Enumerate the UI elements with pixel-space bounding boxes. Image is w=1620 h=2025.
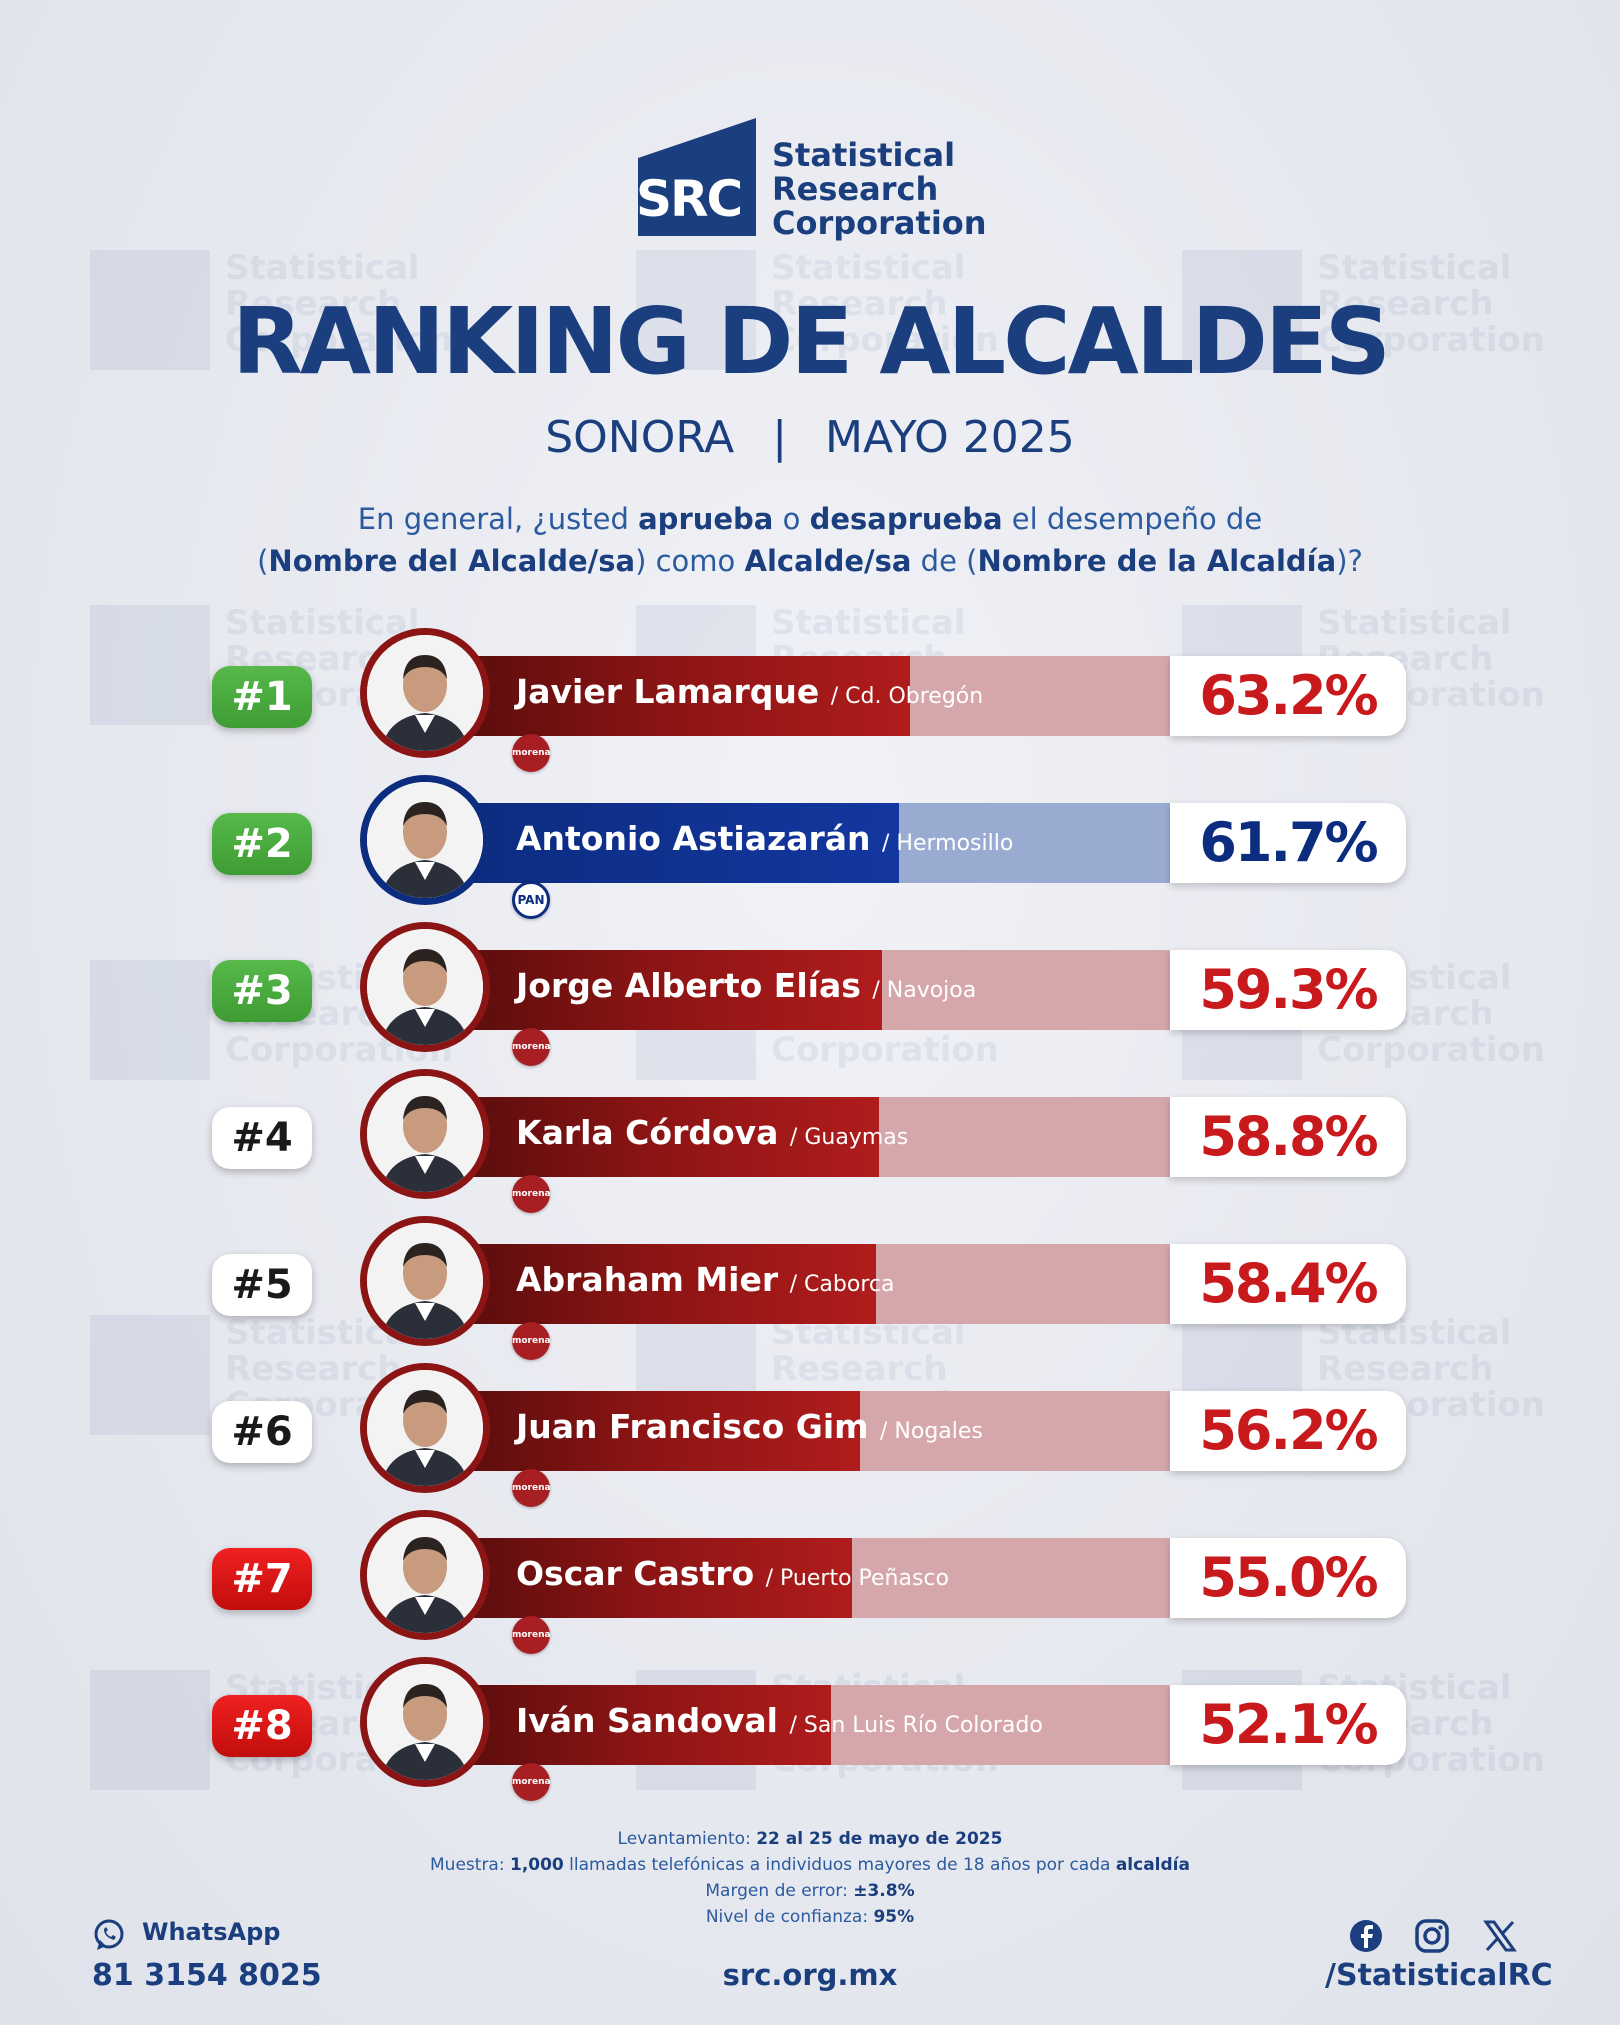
- morena-party-logo: morena: [512, 1469, 551, 1507]
- candidate-photo: [360, 628, 490, 758]
- bar-remainder: [910, 656, 1172, 736]
- subtitle-state: SONORA: [545, 412, 735, 463]
- candidate-name: Karla Córdova / Guaymas: [516, 1113, 909, 1152]
- bar-remainder: [882, 950, 1172, 1030]
- rank-badge: #5: [212, 1254, 312, 1316]
- facebook-icon[interactable]: [1348, 1918, 1384, 1954]
- bar-remainder: [899, 803, 1172, 883]
- bar-fill: [460, 1097, 879, 1177]
- rank-badge: #2: [212, 813, 312, 875]
- bar-fill: [460, 950, 882, 1030]
- candidate-name: Oscar Castro / Puerto Peñasco: [516, 1554, 949, 1593]
- value-label: 61.7%: [1170, 803, 1406, 883]
- value-label: 63.2%: [1170, 656, 1406, 736]
- bar-remainder: [860, 1391, 1172, 1471]
- candidate-photo: [360, 1069, 490, 1199]
- bar-fill: [460, 1391, 860, 1471]
- bar-track: [460, 1391, 1172, 1471]
- bar-fill: [460, 1244, 876, 1324]
- value-label: 58.8%: [1170, 1097, 1406, 1177]
- candidate-photo: [360, 1216, 490, 1346]
- candidate-name: Juan Francisco Gim / Nogales: [516, 1407, 983, 1446]
- chart-row: #8 52.1% Iván Sandoval / San Luis Río Colo…: [0, 1657, 1620, 1801]
- bar-fill: [460, 1685, 831, 1765]
- candidate-city: / Caborca: [789, 1272, 895, 1297]
- rank-badge: #6: [212, 1401, 312, 1463]
- rank-badge: #1: [212, 666, 312, 728]
- whatsapp-label: WhatsApp: [142, 1918, 281, 1946]
- bar-fill: [460, 656, 910, 736]
- bar-track: [460, 1097, 1172, 1177]
- logo-letters: SRC: [638, 170, 741, 228]
- rank-badge: #7: [212, 1548, 312, 1610]
- chart-row: #7 55.0% Oscar Castro / Puerto Peñasco more…: [0, 1510, 1620, 1654]
- bar-remainder: [831, 1685, 1172, 1765]
- candidate-city: / Guaymas: [789, 1125, 909, 1150]
- x-icon[interactable]: [1482, 1918, 1518, 1954]
- candidate-city: / Nogales: [880, 1419, 983, 1444]
- candidate-name: Javier Lamarque / Cd. Obregón: [516, 672, 984, 711]
- morena-party-logo: morena: [512, 1616, 551, 1654]
- bar-fill: [460, 803, 899, 883]
- pan-party-logo: PAN: [512, 881, 550, 919]
- morena-party-logo: morena: [512, 1028, 551, 1066]
- instagram-icon[interactable]: [1414, 1918, 1450, 1954]
- candidate-name: Jorge Alberto Elías / Navojoa: [516, 966, 977, 1005]
- bar-remainder: [852, 1538, 1172, 1618]
- morena-party-logo: morena: [512, 1763, 551, 1801]
- value-label: 52.1%: [1170, 1685, 1406, 1765]
- candidate-city: / Cd. Obregón: [830, 684, 984, 709]
- bar-track: [460, 950, 1172, 1030]
- candidate-photo: [360, 1363, 490, 1493]
- morena-party-logo: morena: [512, 734, 551, 772]
- candidate-city: / San Luis Río Colorado: [789, 1713, 1043, 1738]
- rank-badge: #3: [212, 960, 312, 1022]
- logo-name: Statistical Research Corporation: [772, 136, 987, 242]
- bar-track: [460, 1244, 1172, 1324]
- chart-row: #5 58.4% Abraham Mier / Caborca morena: [0, 1216, 1620, 1360]
- rank-badge: #4: [212, 1107, 312, 1169]
- bar-track: [460, 656, 1172, 736]
- rank-badge: #8: [212, 1695, 312, 1757]
- bar-remainder: [879, 1097, 1172, 1177]
- page-subtitle: SONORA | MAYO 2025: [545, 412, 1075, 463]
- candidate-name: Abraham Mier / Caborca: [516, 1260, 895, 1299]
- candidate-city: / Puerto Peñasco: [765, 1566, 949, 1591]
- chart-row: #6 56.2% Juan Francisco Gim / Nogales moren…: [0, 1363, 1620, 1507]
- website-link[interactable]: src.org.mx: [722, 1958, 898, 1992]
- src-logo: SRC: [638, 118, 756, 236]
- candidate-photo: [360, 775, 490, 905]
- value-label: 59.3%: [1170, 950, 1406, 1030]
- subtitle-period: MAYO 2025: [825, 412, 1075, 463]
- chart-row: #3 59.3% Jorge Alberto Elías / Navojoa more…: [0, 922, 1620, 1066]
- page-title: RANKING DE ALCALDES: [232, 288, 1391, 395]
- candidate-name: Iván Sandoval / San Luis Río Colorado: [516, 1701, 1043, 1740]
- value-label: 58.4%: [1170, 1244, 1406, 1324]
- whatsapp-number[interactable]: 81 3154 8025: [92, 1958, 322, 1993]
- candidate-photo: [360, 1657, 490, 1787]
- chart-row: #4 58.8% Karla Córdova / Guaymas morena: [0, 1069, 1620, 1213]
- candidate-city: / Hermosillo: [882, 831, 1014, 856]
- bar-track: [460, 1538, 1172, 1618]
- candidate-city: / Navojoa: [872, 978, 977, 1003]
- chart-row: #2 61.7% Antonio Astiazarán / Hermosillo PA…: [0, 775, 1620, 919]
- candidate-photo: [360, 1510, 490, 1640]
- value-label: 56.2%: [1170, 1391, 1406, 1471]
- morena-party-logo: morena: [512, 1175, 551, 1213]
- bar-fill: [460, 1538, 852, 1618]
- candidate-name: Antonio Astiazarán / Hermosillo: [516, 819, 1014, 858]
- candidate-photo: [360, 922, 490, 1052]
- bar-track: [460, 803, 1172, 883]
- value-label: 55.0%: [1170, 1538, 1406, 1618]
- bar-remainder: [876, 1244, 1172, 1324]
- methodology-note: Levantamiento: 22 al 25 de mayo de 2025 …: [430, 1829, 1190, 1927]
- whatsapp-icon[interactable]: [92, 1918, 126, 1952]
- chart-row: #1 63.2% Javier Lamarque / Cd. Obregón more…: [0, 628, 1620, 772]
- morena-party-logo: morena: [512, 1322, 551, 1360]
- survey-question: En general, ¿usted aprueba o desaprueba …: [257, 502, 1363, 578]
- social-handle[interactable]: /StatisticalRC: [1325, 1958, 1553, 1993]
- bar-track: [460, 1685, 1172, 1765]
